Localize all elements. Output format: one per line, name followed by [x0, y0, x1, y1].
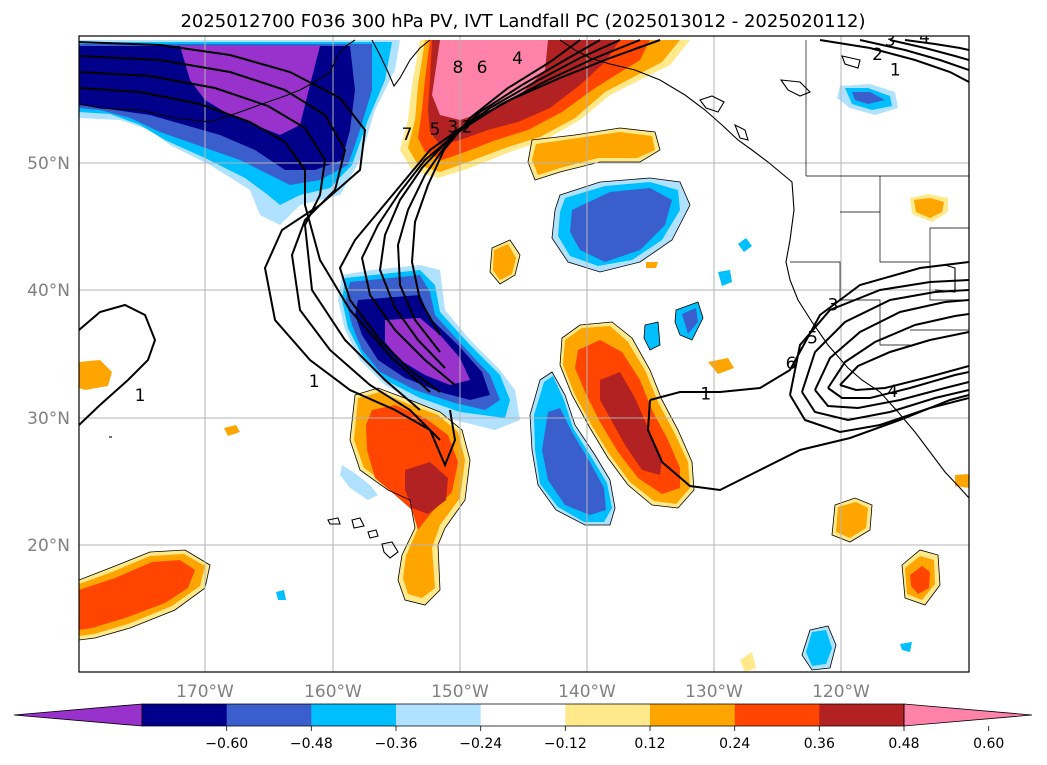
lat-label: 50°N: [27, 154, 70, 174]
contour-label: 4: [512, 49, 523, 69]
colorbar-tick-label: −0.36: [375, 736, 418, 752]
map-title: 2025012700 F036 300 hPa PV, IVT Landfall…: [180, 11, 865, 32]
colorbar-tick-label: 0.24: [719, 736, 750, 752]
longitude-labels: 170°W 160°W 150°W 140°W 130°W 120°W: [176, 682, 870, 702]
lat-label: 30°N: [27, 409, 70, 429]
colorbar-swatch: [903, 703, 1033, 727]
colorbar-swatch: [734, 704, 820, 726]
colorbar-tick-label: 0.36: [804, 736, 835, 752]
lon-label: 140°W: [558, 682, 616, 702]
contour-label: 4: [887, 382, 898, 402]
colorbar-swatch: [311, 704, 397, 726]
lon-label: 150°W: [431, 682, 489, 702]
colorbar-swatch: [396, 704, 482, 726]
lon-label: 170°W: [176, 682, 234, 702]
colorbar-tick-label: −0.60: [205, 736, 248, 752]
contour-label: 5: [807, 329, 818, 349]
contour-label: 1: [700, 385, 711, 405]
lon-label: 120°W: [812, 682, 870, 702]
contour-label: 4: [919, 27, 930, 47]
contour-label: 2: [872, 45, 883, 65]
contour-label: 6: [477, 58, 488, 78]
contour-label: 3: [885, 31, 896, 51]
contour-label: 6: [786, 354, 797, 374]
lat-label: 20°N: [27, 536, 70, 556]
colorbar-tick-label: −0.12: [544, 736, 587, 752]
colorbar-swatch: [819, 704, 905, 726]
colorbar-tick-label: −0.48: [290, 736, 333, 752]
colorbar-swatches: [13, 703, 1033, 727]
colorbar: −0.60 −0.48 −0.36 −0.24 −0.12 0.12 0.24 0.36 0.4…: [13, 703, 1033, 752]
contour-label: 3: [828, 296, 839, 316]
pv-positive-shading: [79, 40, 969, 672]
colorbar-swatch: [13, 703, 143, 727]
contour-label: 2: [461, 118, 472, 138]
colorbar-swatch: [142, 704, 228, 726]
coastlines: [79, 39, 969, 559]
pv-contours: [79, 39, 969, 492]
colorbar-tick-label: −0.24: [459, 736, 502, 752]
colorbar-swatch: [650, 704, 736, 726]
latitude-labels: 50°N 40°N 30°N 20°N: [27, 154, 70, 556]
lon-label: 160°W: [304, 682, 362, 702]
gridlines: [79, 36, 969, 672]
colorbar-swatch: [480, 704, 566, 726]
contour-label: 1: [309, 372, 320, 392]
contour-label: 3: [447, 118, 458, 138]
colorbar-swatch: [565, 704, 651, 726]
map-frame: [78, 35, 970, 673]
contour-label: 1: [890, 60, 901, 80]
colorbar-ticks: −0.60 −0.48 −0.36 −0.24 −0.12 0.12 0.24 0.36 0.4…: [205, 726, 1004, 752]
lon-label: 130°W: [685, 682, 743, 702]
contour-label: 7: [402, 125, 413, 145]
contour-label: 5: [430, 120, 441, 140]
contour-label: 8: [452, 58, 463, 78]
colorbar-tick-label: 0.12: [634, 736, 665, 752]
political-borders: [790, 40, 969, 346]
colorbar-tick-label: 0.60: [973, 736, 1004, 752]
colorbar-swatch: [226, 704, 312, 726]
colorbar-tick-label: 0.48: [888, 736, 919, 752]
contour-label: 1: [135, 386, 146, 406]
lat-label: 40°N: [27, 281, 70, 301]
